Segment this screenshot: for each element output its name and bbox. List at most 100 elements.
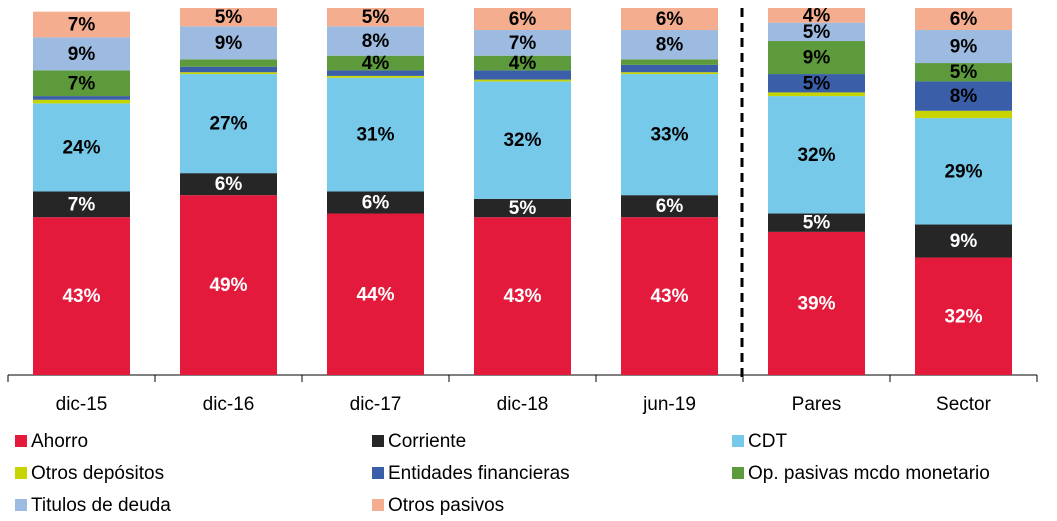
bar-segment — [180, 195, 277, 375]
bar-segment — [915, 63, 1012, 82]
bar-segment — [33, 11, 130, 38]
bar-segment — [621, 8, 718, 31]
data-label: 7% — [68, 15, 96, 36]
bar-segment — [621, 217, 718, 375]
bar-segment — [474, 30, 571, 56]
bar-segment — [180, 173, 277, 196]
bar-segment — [474, 217, 571, 375]
data-label: 9% — [950, 231, 978, 252]
data-label: 5% — [803, 22, 831, 43]
data-label: 6% — [656, 9, 684, 30]
data-label: 9% — [950, 37, 978, 58]
bar-segment — [474, 198, 571, 218]
legend-swatch — [732, 467, 744, 479]
x-tick-label: Sector — [936, 394, 992, 415]
bar-segment — [621, 30, 718, 60]
data-label: 5% — [362, 7, 390, 28]
bar-segment — [915, 81, 1012, 111]
bar-segment — [474, 55, 571, 71]
bar-segment — [915, 224, 1012, 258]
data-label: 29% — [944, 161, 982, 182]
bar-segment — [327, 26, 424, 56]
bar-segment — [621, 74, 718, 196]
data-label: 43% — [650, 286, 688, 307]
data-label: 5% — [509, 198, 537, 219]
bar-segment — [327, 55, 424, 71]
bar-segment — [915, 30, 1012, 64]
legend-label: Ahorro — [31, 431, 88, 452]
data-label: 6% — [215, 174, 243, 195]
bar-segment — [474, 79, 571, 82]
bar-segment — [768, 22, 865, 42]
x-tick-label: Pares — [792, 394, 842, 415]
data-label: 32% — [944, 306, 982, 327]
bar-segment — [768, 92, 865, 97]
bar-segment — [768, 41, 865, 75]
bar-segment — [33, 37, 130, 71]
legend-swatch — [15, 435, 27, 447]
legend-label: Titulos de deuda — [31, 495, 171, 516]
bar-segment — [180, 66, 277, 73]
bar-segment — [33, 217, 130, 375]
bar-segment — [915, 8, 1012, 31]
data-label: 6% — [950, 9, 978, 30]
data-label: 43% — [62, 286, 100, 307]
data-label: 5% — [215, 7, 243, 28]
bar-segment — [768, 74, 865, 93]
legend-label: Corriente — [388, 431, 466, 452]
data-label: 7% — [68, 194, 96, 215]
data-label: 6% — [509, 9, 537, 30]
bar-segment — [33, 99, 130, 104]
bar-segment — [621, 72, 718, 75]
legend-swatch — [732, 435, 744, 447]
bar-segment — [621, 64, 718, 73]
data-label: 9% — [215, 33, 243, 54]
data-label: 9% — [68, 44, 96, 65]
x-tick-label: dic-17 — [350, 394, 402, 415]
data-label: 8% — [656, 35, 684, 56]
x-tick-label: dic-15 — [56, 394, 108, 415]
bar-segment — [327, 8, 424, 27]
data-label: 24% — [62, 137, 100, 158]
legend-label: Entidades financieras — [388, 463, 570, 484]
data-label: 32% — [797, 145, 835, 166]
legend-label: CDT — [748, 431, 787, 452]
bar-segment — [327, 77, 424, 192]
bar-segment — [915, 257, 1012, 375]
bar-segment — [327, 191, 424, 214]
data-label: 9% — [803, 48, 831, 69]
bar-segment — [180, 72, 277, 75]
legend-swatch — [372, 467, 384, 479]
data-label: 33% — [650, 125, 688, 146]
legend-label: Otros depósitos — [31, 463, 164, 484]
bar-segment — [621, 59, 718, 65]
data-label: 7% — [68, 73, 96, 94]
data-label: 43% — [503, 286, 541, 307]
bar-segment — [33, 96, 130, 100]
bar-segment — [327, 75, 424, 78]
data-label: 8% — [362, 31, 390, 52]
x-tick-label: dic-16 — [203, 394, 255, 415]
legend-swatch — [15, 499, 27, 511]
data-label: 8% — [950, 86, 978, 107]
legend-label: Otros pasivos — [388, 495, 504, 516]
bar-segment — [180, 8, 277, 27]
bar-segment — [180, 59, 277, 67]
data-label: 31% — [356, 125, 394, 146]
data-label: 5% — [950, 62, 978, 83]
data-label: 5% — [803, 73, 831, 94]
data-label: 27% — [209, 114, 247, 135]
bar-segment — [474, 70, 571, 80]
data-label: 5% — [803, 213, 831, 234]
bar-segment — [621, 195, 718, 218]
legend-swatch — [372, 499, 384, 511]
bar-segment — [180, 26, 277, 60]
x-tick-label: dic-18 — [497, 394, 549, 415]
data-label: 6% — [656, 196, 684, 217]
bar-segment — [474, 8, 571, 31]
data-label: 7% — [509, 33, 537, 54]
bar-segment — [327, 213, 424, 375]
data-label: 6% — [362, 193, 390, 214]
data-label: 44% — [356, 284, 394, 305]
